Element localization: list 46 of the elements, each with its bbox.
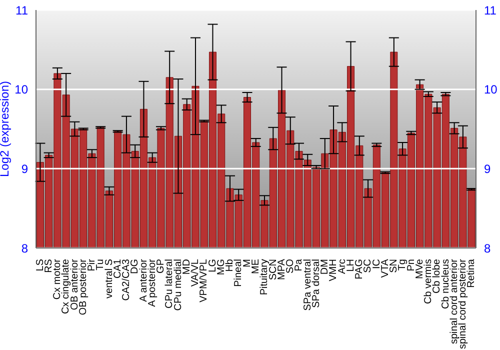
x-tick-label: CA1 <box>112 258 124 278</box>
x-tick-label: ME <box>250 258 262 274</box>
x-tick-label: Tg <box>397 259 408 271</box>
x-tick-label: Pn <box>406 259 417 272</box>
y2-tick-label: 10 <box>484 82 498 97</box>
x-tick-label: Cb lobe <box>432 258 443 294</box>
x-tick-label: VPM/VPL <box>198 258 210 302</box>
x-tick-label: Pituitary <box>259 259 270 296</box>
x-tick-label: A anterior <box>138 258 150 302</box>
x-tick-label: IC <box>371 259 382 269</box>
x-tick-label: Pa <box>294 258 305 272</box>
x-tick-label: Tu <box>95 259 106 270</box>
x-tick-label: VTA <box>380 258 391 278</box>
x-tick-label: M <box>242 259 253 268</box>
y2-tick-label: 9 <box>484 162 491 176</box>
x-tick-label: MG <box>216 258 227 276</box>
x-tick-label: SC <box>362 259 374 273</box>
x-tick-label: Pineal <box>233 259 244 287</box>
x-tick-label: Retina <box>466 258 478 288</box>
x-tick-label: LH <box>345 259 356 272</box>
x-tick-label: VMH <box>328 259 340 282</box>
y-tick-label: 9 <box>21 162 28 176</box>
y2-tick-label: 11 <box>484 3 497 18</box>
x-tick-label: SPa dorsal <box>310 259 322 308</box>
x-tick-label: ventral S <box>104 258 115 298</box>
x-tick-label: MPA <box>276 258 288 280</box>
y-tick-label: 8 <box>21 241 28 256</box>
x-tick-label: Cx cingulate <box>60 258 72 314</box>
x-tick-label: DG <box>130 258 141 274</box>
y-tick-label: 11 <box>16 3 28 18</box>
x-tick-label: SCN <box>268 259 279 280</box>
x-tick-label: OB anterior <box>69 258 80 310</box>
y-tick-label: 10 <box>14 82 28 97</box>
y-axis-title: Log2 (expression) <box>0 80 12 178</box>
x-tick-label: OB posterior <box>78 258 89 316</box>
x-tick-label: spinal cord posterior <box>458 258 469 350</box>
x-tick-label: spinal cord anterior <box>448 258 460 344</box>
x-tick-label: LS <box>34 258 46 272</box>
x-tick-label: MVe <box>414 258 426 280</box>
x-tick-label: A posterior <box>146 258 158 307</box>
y2-tick-label: 8 <box>484 241 491 256</box>
x-tick-label: Arc <box>336 259 348 274</box>
x-tick-label: Cb nucleus <box>440 259 452 310</box>
x-tick-label: CPu medial <box>172 259 184 311</box>
x-tick-label: RS <box>43 258 54 273</box>
x-tick-label: LG <box>207 258 218 272</box>
